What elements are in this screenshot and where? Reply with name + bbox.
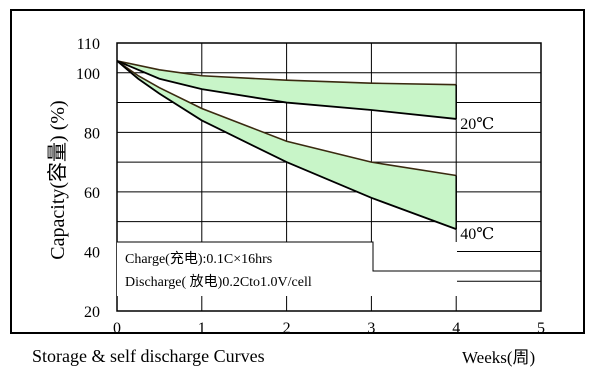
y-tick-label: 60 <box>84 185 100 202</box>
band-labels: 20℃ 40℃ <box>460 116 494 243</box>
y-tick-label: 80 <box>84 125 100 142</box>
bands <box>116 60 457 230</box>
band-fill <box>117 60 457 230</box>
band-lower-line <box>116 60 457 120</box>
band-lower-line <box>116 60 457 230</box>
charge-annotation: Charge(充电):0.1C×16hrs <box>125 251 272 267</box>
chart-frame: 20 40 60 80 100 110 0 1 2 3 4 5 20℃ 40℃ Capacity(容量… <box>10 9 585 337</box>
annotation-box-border <box>117 241 541 272</box>
band-label: 40℃ <box>460 226 494 243</box>
y-tick-labels: 20 40 60 80 100 110 <box>76 36 100 321</box>
x-tick-label: 2 <box>283 320 291 337</box>
x-tick-label: 4 <box>452 320 460 337</box>
y-tick-label: 40 <box>84 244 100 261</box>
x-tick-label: 5 <box>537 320 545 337</box>
band-upper-line <box>116 60 457 86</box>
y-tick-label: 100 <box>76 66 100 83</box>
annotation-box <box>117 242 457 296</box>
x-tick-label: 3 <box>367 320 375 337</box>
chart-caption: Storage & self discharge Curves <box>32 346 265 366</box>
band-fill <box>117 60 457 119</box>
discharge-annotation: Discharge( 放电)0.2Cto1.0V/cell <box>125 274 312 290</box>
band-label: 20℃ <box>460 116 494 133</box>
y-axis-label: Capacity(容量) (%) <box>46 100 69 259</box>
plot-area-border <box>116 42 542 312</box>
x-tick-label: 1 <box>198 320 206 337</box>
x-axis-label: Weeks(周) <box>462 348 536 367</box>
band-upper-line <box>116 60 457 177</box>
y-tick-label: 110 <box>77 36 100 53</box>
y-tick-label: 20 <box>84 304 100 321</box>
x-tick-label: 0 <box>113 320 121 337</box>
outer-border <box>10 9 585 334</box>
x-tick-labels: 0 1 2 3 4 5 <box>113 320 545 337</box>
